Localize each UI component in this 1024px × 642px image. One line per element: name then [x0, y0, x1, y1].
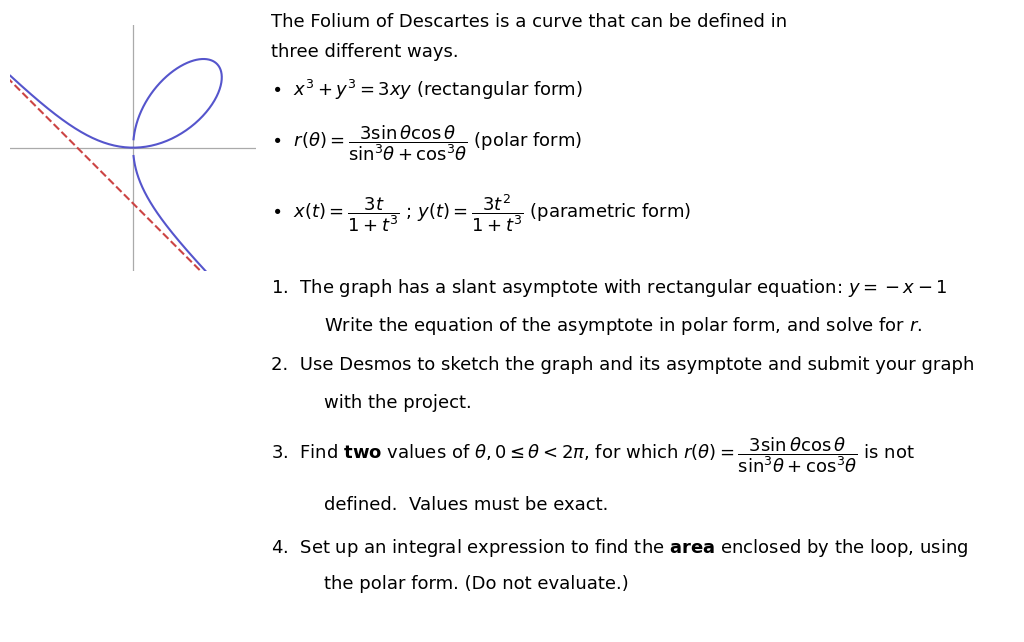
Text: $\bullet$  $r(\theta) = \dfrac{3 \sin \theta \cos \theta}{\sin^3\!\theta+ \cos^3: $\bullet$ $r(\theta) = \dfrac{3 \sin \th… — [271, 123, 583, 163]
Text: $\bullet$  $x^3 + y^3 = 3xy$ (rectangular form): $\bullet$ $x^3 + y^3 = 3xy$ (rectangular… — [271, 78, 584, 103]
Text: with the project.: with the project. — [324, 394, 472, 412]
Text: The Folium of Descartes is a curve that can be defined in: The Folium of Descartes is a curve that … — [271, 13, 787, 31]
Text: 1.  The graph has a slant asymptote with rectangular equation: $y = -x - 1$: 1. The graph has a slant asymptote with … — [271, 277, 948, 299]
Text: 2.  Use Desmos to sketch the graph and its asymptote and submit your graph: 2. Use Desmos to sketch the graph and it… — [271, 356, 975, 374]
Text: $\bullet$  $x(t) = \dfrac{3t}{1+ t^3}$ ; $y(t) = \dfrac{3t^2}{1+ t^3}$ (parametr: $\bullet$ $x(t) = \dfrac{3t}{1+ t^3}$ ; … — [271, 193, 691, 234]
Text: Write the equation of the asymptote in polar form, and solve for $r$.: Write the equation of the asymptote in p… — [324, 315, 923, 336]
Text: 4.  Set up an integral expression to find the $\mathbf{area}$ enclosed by the lo: 4. Set up an integral expression to find… — [271, 537, 969, 559]
Text: 3.  Find $\mathbf{two}$ values of $\theta, 0 \leq \theta < 2\pi$, for which $r(\: 3. Find $\mathbf{two}$ values of $\theta… — [271, 435, 915, 475]
Text: the polar form. (Do not evaluate.): the polar form. (Do not evaluate.) — [324, 575, 629, 593]
Text: three different ways.: three different ways. — [271, 43, 459, 61]
Text: defined.  Values must be exact.: defined. Values must be exact. — [324, 496, 608, 514]
